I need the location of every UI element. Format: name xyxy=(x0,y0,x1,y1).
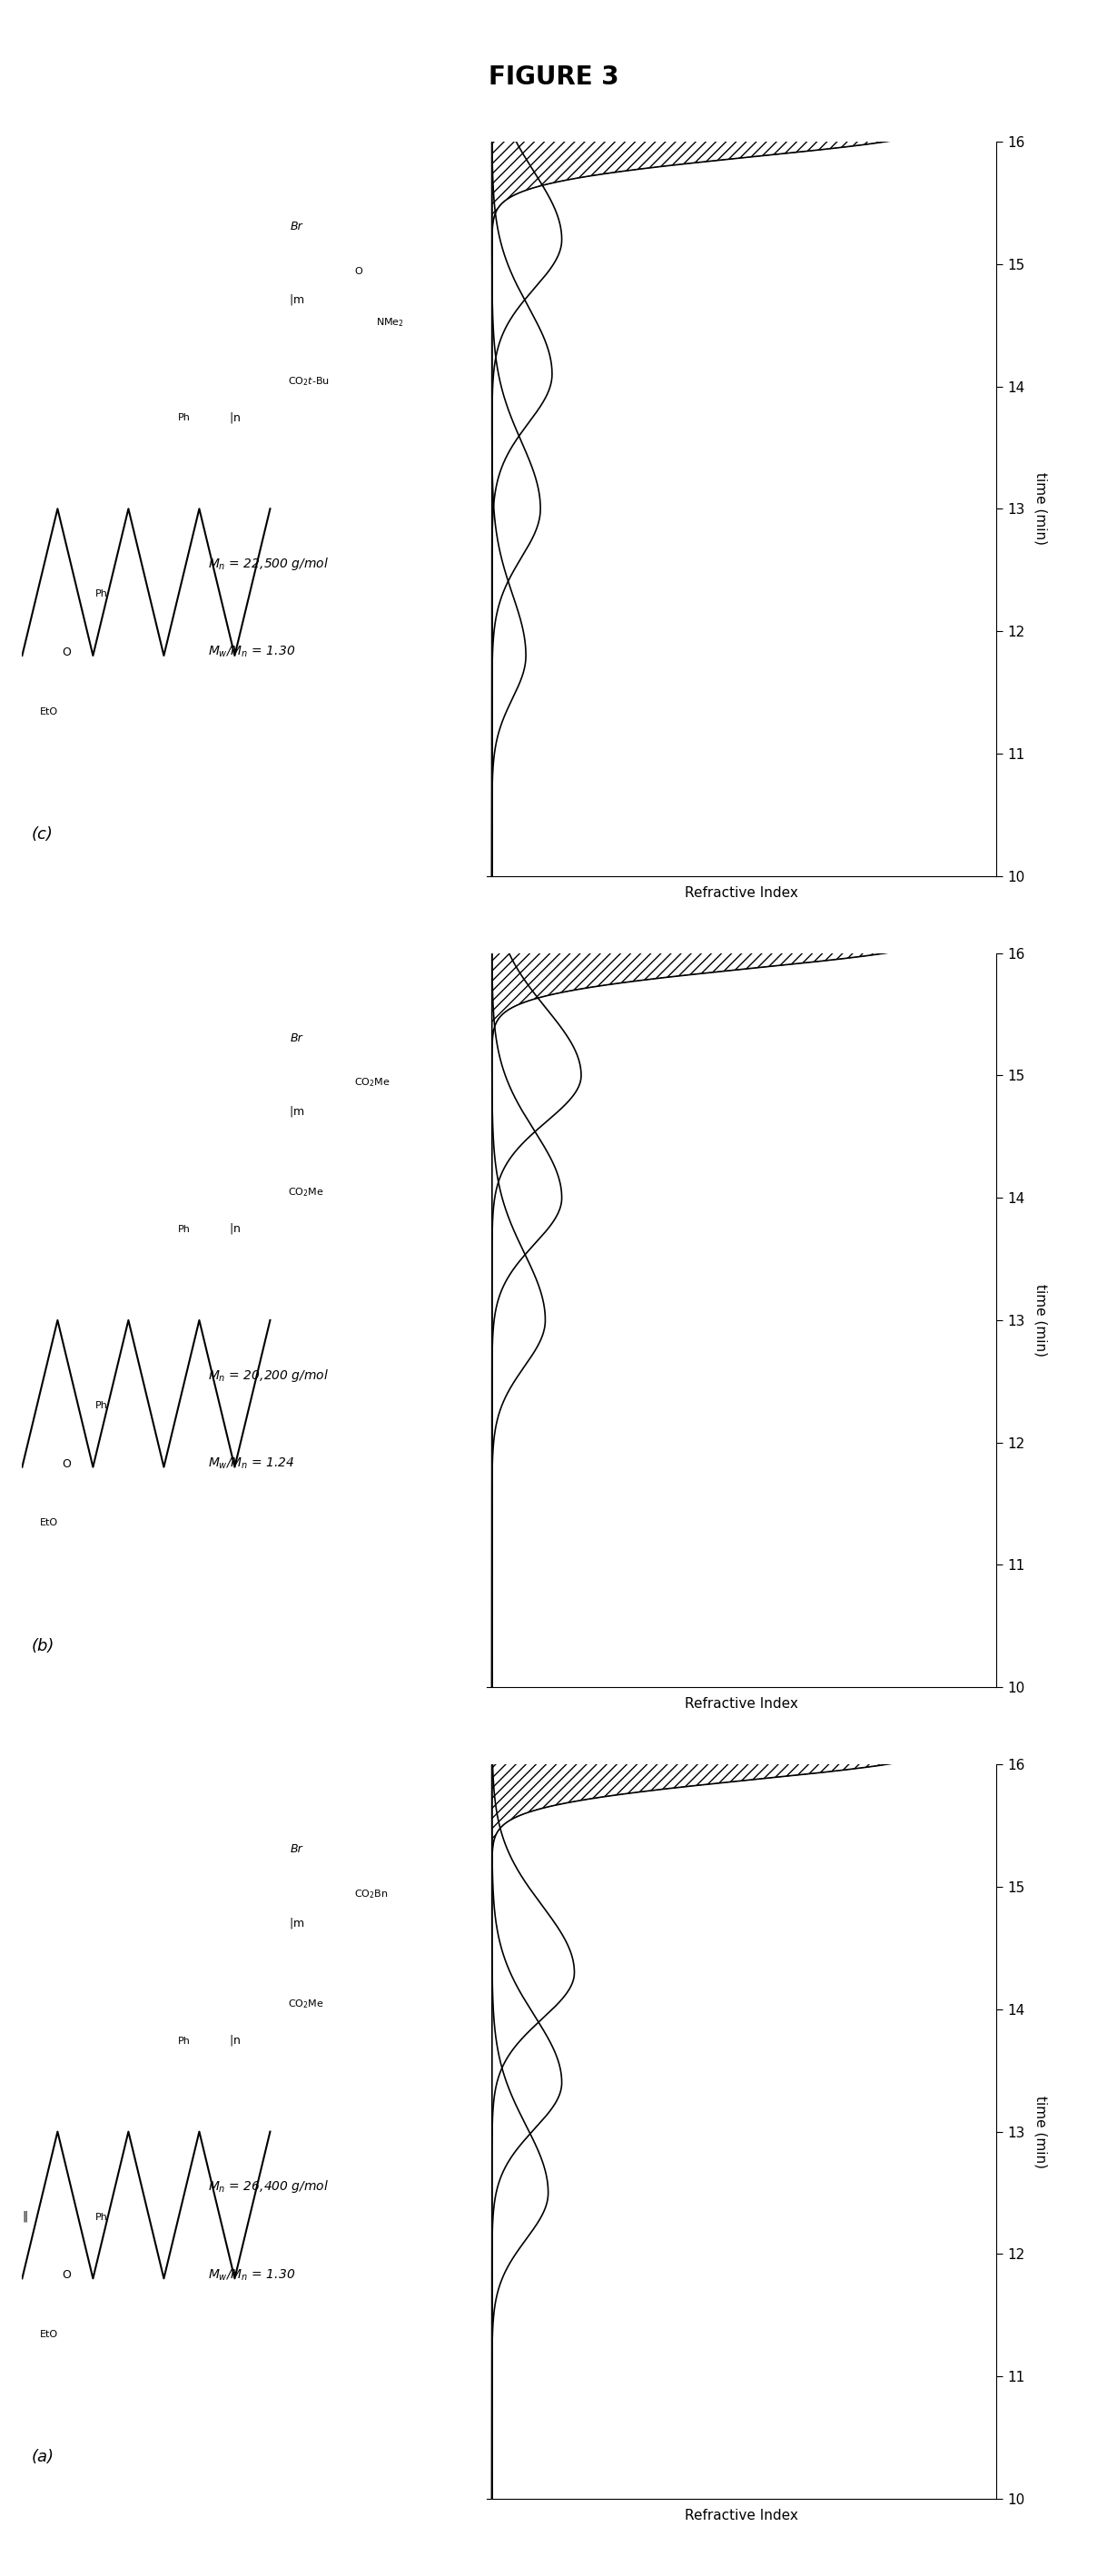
Text: O: O xyxy=(62,647,71,659)
Text: Ph: Ph xyxy=(95,1401,108,1409)
Text: NMe$_2$: NMe$_2$ xyxy=(376,317,404,330)
Y-axis label: time (min): time (min) xyxy=(1034,1283,1047,1358)
Text: Ph: Ph xyxy=(178,1224,190,1234)
Text: O: O xyxy=(62,2269,71,2282)
Text: $M_n$ = 22,500 g/mol: $M_n$ = 22,500 g/mol xyxy=(208,556,329,572)
Text: $|$n: $|$n xyxy=(229,410,240,425)
Text: Ph: Ph xyxy=(95,590,108,598)
Text: Ph: Ph xyxy=(178,2035,190,2045)
Text: (a): (a) xyxy=(31,2450,54,2465)
Text: CO$_2$Me: CO$_2$Me xyxy=(288,1188,324,1198)
Text: O: O xyxy=(354,265,362,276)
X-axis label: Refractive Index: Refractive Index xyxy=(685,886,798,899)
Text: $M_w$/$M_n$ = 1.24: $M_w$/$M_n$ = 1.24 xyxy=(208,1455,294,1471)
Text: EtO: EtO xyxy=(40,1517,58,1528)
Text: CO$_2$Me: CO$_2$Me xyxy=(354,1077,391,1090)
Text: (c): (c) xyxy=(31,827,53,842)
Text: Br: Br xyxy=(290,1844,303,1855)
Text: CO$_2$Me: CO$_2$Me xyxy=(288,1999,324,2009)
Text: $|$n: $|$n xyxy=(229,2032,240,2048)
Text: $M_n$ = 26,400 g/mol: $M_n$ = 26,400 g/mol xyxy=(208,2179,329,2195)
Text: (b): (b) xyxy=(31,1638,54,1654)
Text: CO$_2t$-Bu: CO$_2t$-Bu xyxy=(288,376,330,386)
Text: $|$n: $|$n xyxy=(229,1221,240,1236)
Text: $M_n$ = 20,200 g/mol: $M_n$ = 20,200 g/mol xyxy=(208,1368,329,1383)
Text: Ph: Ph xyxy=(178,412,190,422)
Text: Ph: Ph xyxy=(95,2213,108,2221)
Y-axis label: time (min): time (min) xyxy=(1034,2094,1047,2169)
Text: EtO: EtO xyxy=(40,706,58,716)
Text: Br: Br xyxy=(290,222,303,232)
Y-axis label: time (min): time (min) xyxy=(1034,471,1047,546)
Text: CO$_2$Bn: CO$_2$Bn xyxy=(354,1888,389,1901)
Text: Br: Br xyxy=(290,1033,303,1043)
Text: $|$m: $|$m xyxy=(289,1917,304,1929)
Text: $|$m: $|$m xyxy=(289,294,304,307)
Text: EtO: EtO xyxy=(40,2329,58,2339)
Text: O: O xyxy=(62,1458,71,1471)
Text: FIGURE 3: FIGURE 3 xyxy=(488,64,619,90)
Text: $M_w$/$M_n$ = 1.30: $M_w$/$M_n$ = 1.30 xyxy=(208,644,296,659)
X-axis label: Refractive Index: Refractive Index xyxy=(685,1698,798,1710)
Text: $M_w$/$M_n$ = 1.30: $M_w$/$M_n$ = 1.30 xyxy=(208,2267,296,2282)
Text: $|$m: $|$m xyxy=(289,1105,304,1118)
Text: $\|$: $\|$ xyxy=(22,2210,28,2223)
X-axis label: Refractive Index: Refractive Index xyxy=(685,2509,798,2522)
